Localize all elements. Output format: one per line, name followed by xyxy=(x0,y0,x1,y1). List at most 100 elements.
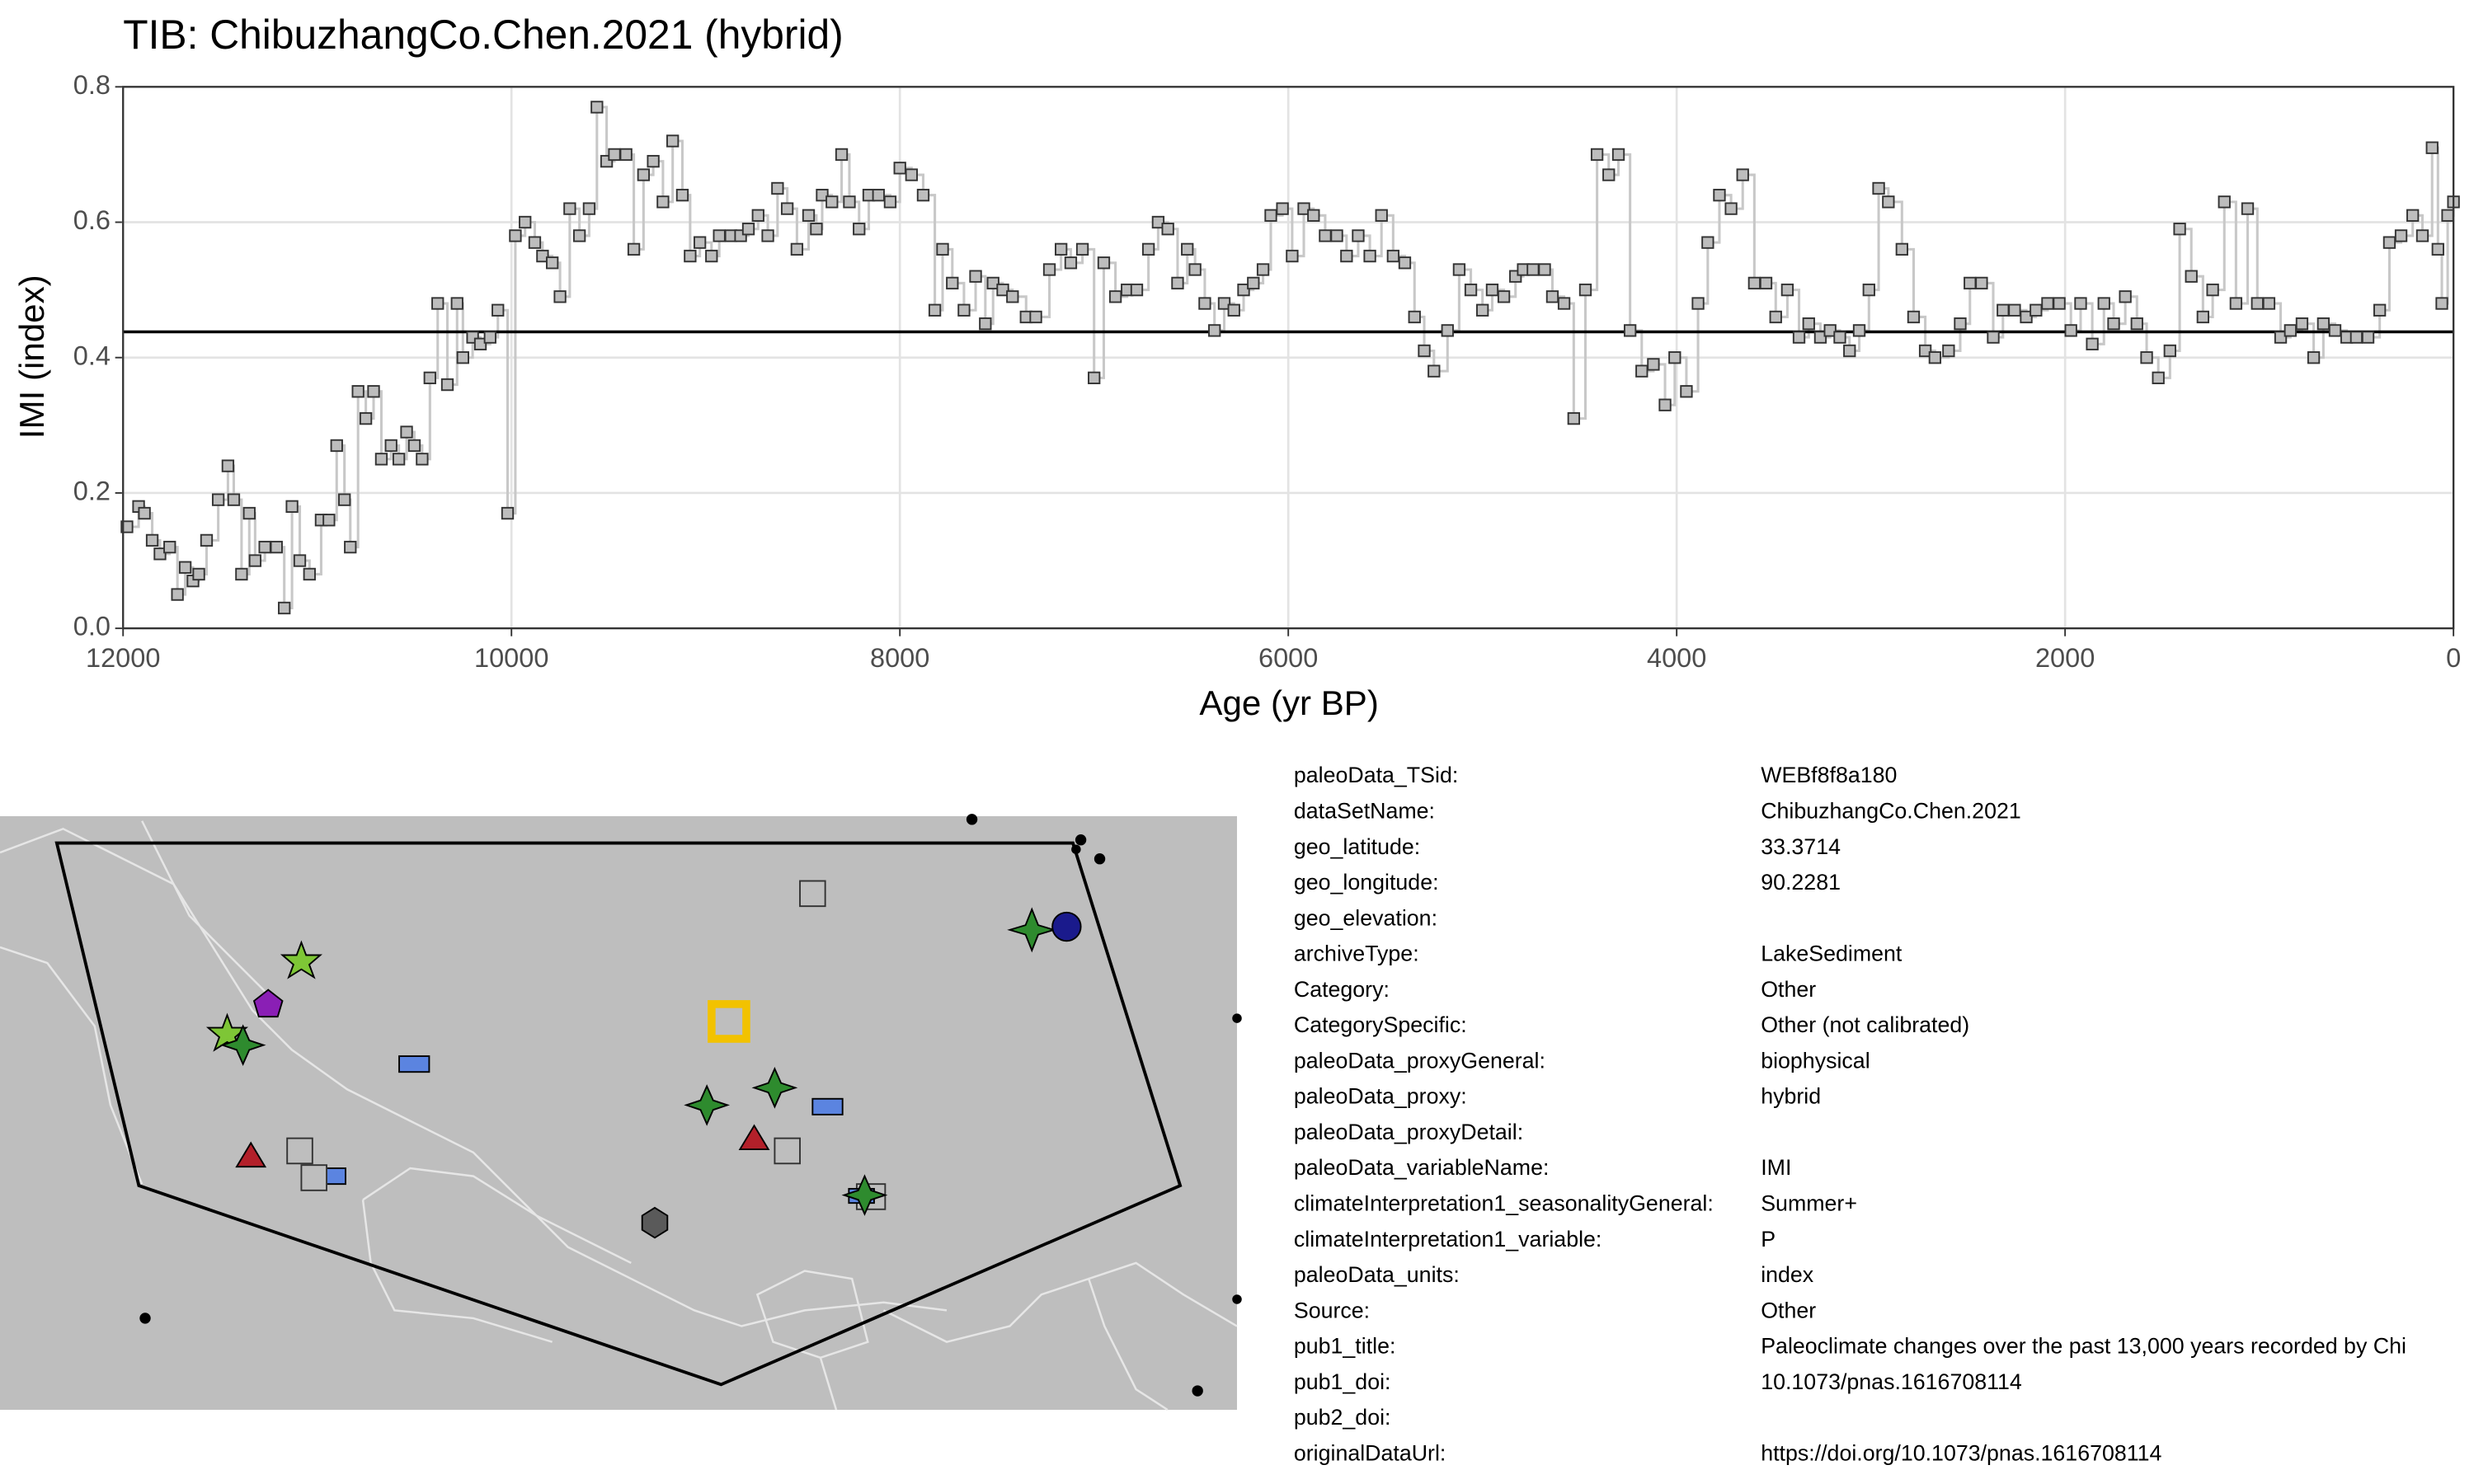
meta-key: originalDataUrl: xyxy=(1294,1440,1446,1465)
data-point xyxy=(619,148,633,162)
data-point xyxy=(780,202,794,215)
meta-key: pub1_title: xyxy=(1294,1334,1396,1359)
site-marker xyxy=(219,1024,266,1066)
data-point xyxy=(1227,303,1240,317)
data-point xyxy=(883,195,897,209)
data-point xyxy=(423,371,436,385)
data-point xyxy=(1658,398,1672,411)
data-point xyxy=(431,297,444,310)
data-point xyxy=(751,209,764,222)
y-axis-title: IMI (index) xyxy=(12,275,51,439)
data-point xyxy=(1802,317,1815,331)
meta-key: climateInterpretation1_variable: xyxy=(1294,1227,1602,1252)
data-point xyxy=(1747,276,1761,290)
data-point xyxy=(153,547,167,561)
data-point xyxy=(2441,209,2454,222)
y-tick-label: 0.0 xyxy=(73,612,111,641)
meta-value: Summer+ xyxy=(1761,1191,1857,1216)
site-marker xyxy=(841,1174,888,1216)
data-point xyxy=(1872,181,1885,195)
data-point xyxy=(1055,242,1068,256)
meta-key: paleoData_proxyDetail: xyxy=(1294,1120,1523,1144)
data-point xyxy=(802,209,816,222)
data-point xyxy=(2229,297,2243,310)
data-point xyxy=(227,493,241,506)
data-point xyxy=(2373,303,2387,317)
data-point xyxy=(1075,242,1089,256)
meta-key: paleoData_proxyGeneral: xyxy=(1294,1048,1545,1073)
data-point xyxy=(1064,256,1078,270)
data-point xyxy=(741,223,755,236)
data-point xyxy=(705,249,718,263)
data-point xyxy=(553,290,567,303)
data-point xyxy=(440,378,454,392)
meta-value: 10.1073/pnas.1616708114 xyxy=(1761,1369,2022,1394)
meta-key: geo_elevation: xyxy=(1294,905,1437,930)
data-point xyxy=(1256,263,1270,276)
x-axis-title: Age (yr BP) xyxy=(1199,683,1378,722)
data-point xyxy=(1181,242,1194,256)
data-point xyxy=(536,249,549,263)
data-point xyxy=(2241,202,2255,215)
x-tick-label: 4000 xyxy=(1647,643,1706,673)
data-point xyxy=(1882,195,1895,209)
meta-value: 33.3714 xyxy=(1761,834,1841,859)
data-point xyxy=(1097,256,1111,270)
data-point xyxy=(2130,317,2143,331)
target-site-fill xyxy=(721,1013,737,1030)
data-point xyxy=(647,154,660,168)
meta-key: climateInterpretation1_seasonalityGenera… xyxy=(1294,1191,1714,1216)
data-point xyxy=(1997,303,2010,317)
site-marker xyxy=(811,1097,844,1115)
data-point xyxy=(2173,223,2186,236)
data-point xyxy=(1408,310,1421,324)
data-point xyxy=(1340,249,1353,263)
data-point xyxy=(1237,283,1250,297)
site-marker xyxy=(684,1084,731,1126)
data-point xyxy=(656,195,670,209)
data-point xyxy=(1398,256,1412,270)
data-point xyxy=(1647,358,1660,371)
data-point xyxy=(713,229,726,242)
data-point xyxy=(1928,351,1942,364)
x-tick-label: 10000 xyxy=(474,643,548,673)
meta-key: geo_latitude: xyxy=(1294,834,1420,859)
data-point xyxy=(2074,297,2087,310)
data-point xyxy=(928,303,942,317)
data-point xyxy=(248,554,262,567)
site-marker xyxy=(300,1164,328,1191)
data-point xyxy=(2218,195,2231,209)
meta-key: CategorySpecific: xyxy=(1294,1012,1467,1037)
data-point xyxy=(675,189,689,202)
data-point xyxy=(1942,344,1955,358)
site-marker xyxy=(235,1141,267,1168)
data-point xyxy=(1792,331,1806,344)
data-point xyxy=(1276,202,1289,215)
data-point xyxy=(359,411,373,425)
meta-key: paleoData_variableName: xyxy=(1294,1155,1550,1180)
meta-key: Category: xyxy=(1294,977,1390,1002)
data-point xyxy=(1590,148,1604,162)
site-marker xyxy=(1051,911,1082,942)
data-point xyxy=(400,425,413,439)
data-point xyxy=(1987,331,2000,344)
data-point xyxy=(582,202,596,215)
data-point xyxy=(258,540,271,554)
data-point xyxy=(1823,324,1837,337)
data-point xyxy=(1918,344,1932,358)
data-point xyxy=(2316,317,2331,331)
chart-title: TIB: ChibuzhangCo.Chen.2021 (hybrid) xyxy=(123,12,844,58)
meta-key: geo_longitude: xyxy=(1294,870,1439,895)
data-point xyxy=(2053,297,2066,310)
data-point xyxy=(1769,310,1782,324)
data-point xyxy=(1602,168,1616,181)
data-point xyxy=(330,439,343,453)
data-point xyxy=(1895,242,1908,256)
data-point xyxy=(1029,310,1042,324)
meta-value: Other xyxy=(1761,977,1816,1002)
data-point xyxy=(2328,324,2342,337)
data-point xyxy=(761,229,774,242)
map-points xyxy=(139,814,1242,1397)
data-point xyxy=(872,189,885,202)
